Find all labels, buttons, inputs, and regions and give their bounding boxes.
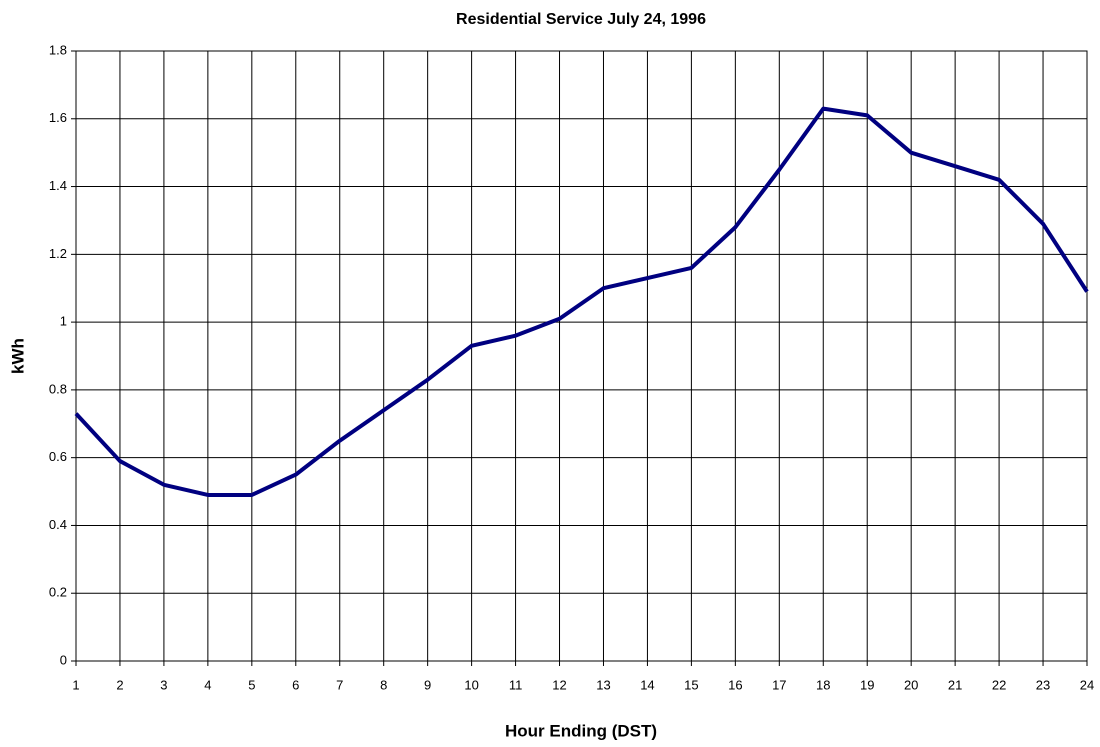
y-tick-label: 1.4 — [49, 178, 67, 193]
x-tick-label: 6 — [292, 677, 299, 692]
x-tick-label: 21 — [948, 677, 962, 692]
x-tick-label: 7 — [336, 677, 343, 692]
y-tick-label: 1 — [60, 314, 67, 329]
x-tick-label: 13 — [596, 677, 610, 692]
x-tick-label: 5 — [248, 677, 255, 692]
x-tick-label: 14 — [640, 677, 654, 692]
x-tick-label: 18 — [816, 677, 830, 692]
x-tick-label: 3 — [160, 677, 167, 692]
data-line — [74, 106, 1089, 497]
y-tick-label: 0.6 — [49, 449, 67, 464]
x-tick-label: 1 — [72, 677, 79, 692]
x-tick-label: 11 — [509, 677, 523, 692]
y-tick-label: 0 — [60, 652, 67, 667]
x-tick-label: 22 — [992, 677, 1006, 692]
x-tick-label: 16 — [728, 677, 742, 692]
x-tick-label: 8 — [380, 677, 387, 692]
x-tick-label: 12 — [552, 677, 566, 692]
y-tick-label: 1.6 — [49, 110, 67, 125]
y-tick-label: 0.2 — [49, 585, 67, 600]
x-tick-label: 17 — [772, 677, 786, 692]
x-tick-label: 9 — [424, 677, 431, 692]
plot-area — [75, 50, 1088, 662]
x-tick-label: 10 — [464, 677, 478, 692]
y-tick-label: 1.8 — [49, 42, 67, 57]
x-tick-label: 24 — [1080, 677, 1094, 692]
x-tick-label: 19 — [860, 677, 874, 692]
chart-title: Residential Service July 24, 1996 — [456, 11, 706, 28]
y-axis-label: kWh — [8, 338, 27, 374]
x-tick-label: 4 — [204, 677, 211, 692]
y-tick-label: 1.2 — [49, 246, 67, 261]
x-tick-label: 20 — [904, 677, 918, 692]
x-axis-label: Hour Ending (DST) — [505, 721, 657, 740]
y-tick-label: 0.4 — [49, 517, 67, 532]
x-tick-label: 15 — [684, 677, 698, 692]
x-tick-label: 23 — [1036, 677, 1050, 692]
y-tick-label: 0.8 — [49, 381, 67, 396]
x-tick-label: 2 — [116, 677, 123, 692]
